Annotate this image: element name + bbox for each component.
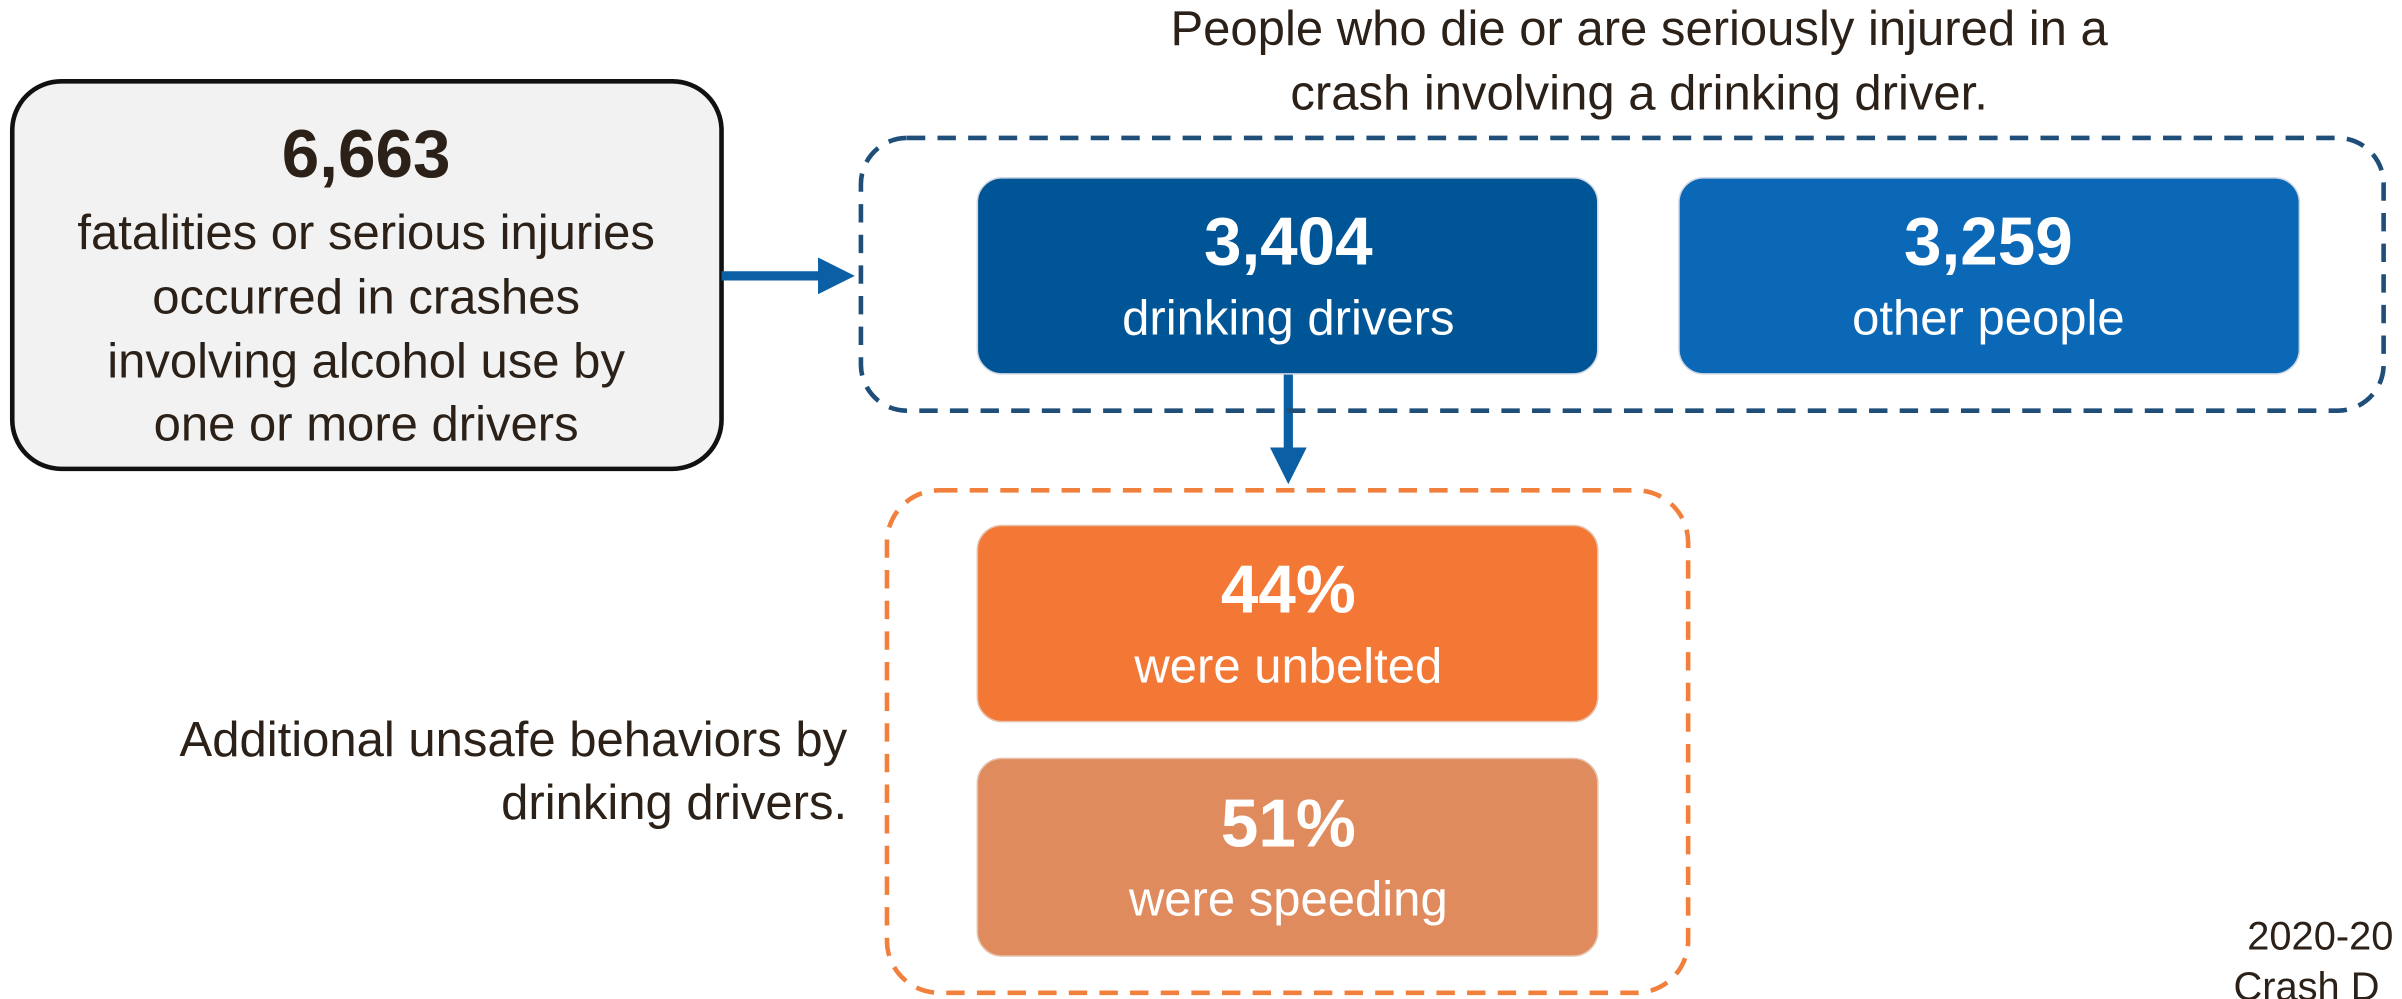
behaviors-caption: drinking drivers.	[501, 776, 847, 830]
behavior-box	[976, 757, 1599, 957]
behavior-box	[976, 524, 1599, 723]
behavior-value: 44%	[1221, 552, 1356, 627]
people-label: other people	[1852, 292, 2125, 346]
people-caption: People who die or are seriously injured …	[1170, 2, 2108, 56]
total-description: occurred in crashes	[152, 270, 580, 324]
total-value: 6,663	[282, 117, 451, 192]
people-box	[1678, 177, 2301, 375]
total-description: involving alcohol use by	[107, 335, 625, 389]
people-box	[976, 177, 1599, 375]
behavior-label: were unbelted	[1133, 639, 1442, 693]
people-group-border	[858, 135, 2386, 413]
people-value: 3,259	[1904, 205, 2073, 280]
total-description: fatalities or serious injuries	[77, 206, 655, 260]
people-label: drinking drivers	[1122, 292, 1454, 346]
behavior-value: 51%	[1221, 787, 1356, 862]
people-caption: crash involving a drinking driver.	[1290, 67, 1987, 121]
behaviors-group-border	[884, 488, 1691, 996]
people-value: 3,404	[1204, 205, 1373, 280]
total-description: one or more drivers	[154, 397, 579, 451]
behavior-label: were speeding	[1128, 872, 1448, 926]
source-note: 2020-20	[2247, 915, 2393, 959]
behaviors-caption: Additional unsafe behaviors by	[180, 713, 848, 767]
source-note: Crash D	[2233, 965, 2379, 999]
total-box	[9, 78, 724, 472]
